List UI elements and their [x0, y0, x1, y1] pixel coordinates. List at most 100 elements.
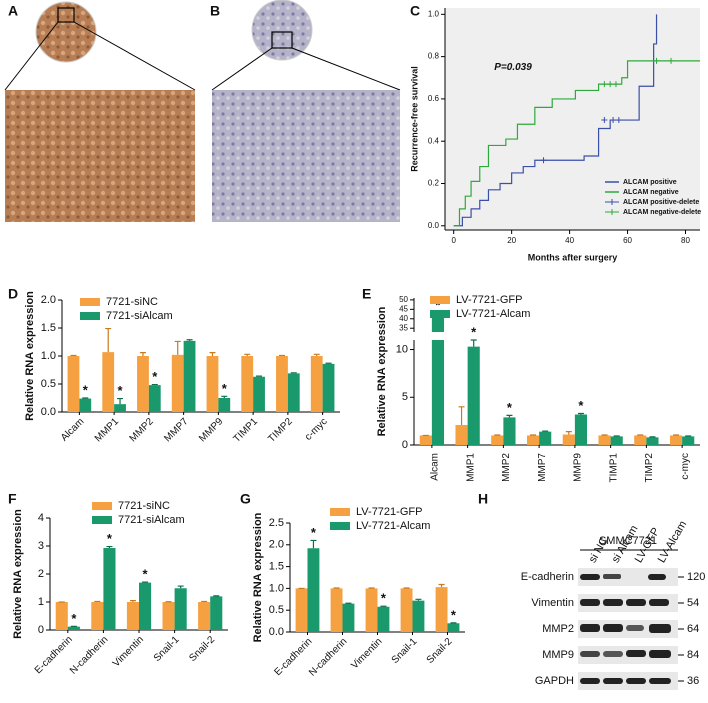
legend-swatch: [605, 209, 619, 215]
y-tick-label: 4: [38, 512, 44, 524]
x-tick-label: c-myc: [303, 416, 330, 443]
x-tick-label: Snail-2: [187, 634, 217, 664]
error-bar: [82, 397, 89, 399]
legend-label: 7721-siNC: [118, 500, 170, 512]
bar: [174, 588, 187, 630]
bar: [435, 587, 448, 632]
bar: [377, 606, 390, 632]
bar: [102, 352, 115, 412]
legend-label: ALCAM negative: [623, 189, 679, 196]
y-tick-label: 5: [402, 391, 408, 403]
bar: [206, 356, 219, 412]
y-axis-label: Recurrence-free survival: [409, 66, 419, 172]
y-axis-label: Relative RNA expression: [252, 512, 264, 642]
y-axis-label: Relative RNA expression: [24, 291, 36, 421]
error-bar: [313, 353, 320, 356]
error-bar: [213, 595, 220, 597]
significance: *: [507, 400, 513, 415]
y-tick-label: 2.5: [269, 517, 284, 529]
error-bar: [139, 352, 146, 356]
micrograph-a: [4, 1, 196, 222]
censor-mark: [610, 117, 617, 124]
annotation: P=0.039: [494, 62, 532, 73]
panel-label: F: [8, 491, 17, 507]
legend-swatch: [80, 312, 100, 320]
error-bar: [506, 414, 513, 418]
legend-swatch: [430, 296, 450, 304]
error-bar: [209, 352, 216, 356]
y-tick-label: 0.0: [41, 406, 56, 418]
panel-label: G: [240, 491, 251, 507]
bar: [307, 548, 320, 632]
bar: [241, 356, 254, 412]
x-tick-label: TIMP1: [232, 416, 261, 445]
error-bar: [577, 412, 584, 415]
legend-swatch: [330, 508, 350, 516]
x-axis-label: Months after surgery: [528, 252, 618, 262]
bar: [91, 602, 104, 630]
panel-label: B: [210, 3, 220, 19]
panel-label: E: [362, 286, 371, 302]
error-bar: [221, 395, 228, 398]
error-bar: [325, 362, 332, 364]
error-bar: [94, 600, 101, 603]
error-bar: [470, 339, 477, 347]
lane-label: LV-Alcam: [656, 519, 690, 565]
legend-swatch: [330, 522, 350, 530]
y-tick-label: 1.0: [428, 9, 440, 18]
y-tick-label: 1.0: [41, 350, 56, 362]
bar: [342, 603, 355, 632]
significance: *: [451, 607, 457, 622]
legend-label: ALCAM negative-delete: [623, 209, 701, 216]
legend-label: LV-7721-Alcam: [456, 308, 530, 320]
size-label: 36: [687, 675, 699, 687]
x-tick-label: TIMP2: [266, 416, 295, 445]
bar: [669, 435, 683, 445]
y-tick-label: 3: [38, 540, 44, 552]
y-tick-label: 35: [399, 323, 408, 332]
y-tick-label: 0: [38, 624, 44, 636]
survival-line: [453, 14, 658, 227]
x-tick-label: Snail-1: [152, 634, 182, 664]
y-axis-label: Relative RNA expression: [12, 509, 24, 639]
bar: [148, 385, 161, 412]
bar: [447, 623, 460, 632]
bar: [322, 363, 335, 412]
y-tick-label: 2.0: [269, 539, 284, 551]
significance: *: [143, 567, 149, 582]
x-tick-label: MMP7: [537, 453, 548, 482]
error-bar: [565, 431, 572, 435]
x-tick-label: MMP2: [128, 416, 157, 445]
x-tick-label: MMP9: [197, 416, 226, 445]
x-tick-label: 40: [565, 236, 574, 245]
y-tick-label: 0.8: [428, 52, 440, 61]
censor-mark: [607, 81, 614, 88]
significance: *: [222, 381, 228, 396]
bar: [276, 356, 288, 412]
y-tick-label: 0: [402, 439, 408, 451]
bar: [455, 424, 468, 445]
error-bar: [201, 600, 208, 603]
significance: *: [118, 383, 124, 398]
panel-label: D: [8, 286, 18, 302]
error-bar: [142, 581, 149, 583]
y-tick-label: 1.5: [41, 322, 56, 334]
x-tick-label: MMP1: [93, 416, 122, 445]
bar: [503, 417, 516, 445]
size-label: 84: [687, 649, 699, 661]
y-tick-label: 45: [399, 304, 408, 313]
error-bar: [105, 327, 112, 353]
protein-label: Vimentin: [531, 597, 574, 609]
bar: [103, 547, 116, 630]
legend-label: LV-7721-Alcam: [356, 520, 430, 532]
panel-label: A: [8, 3, 18, 19]
censor-mark: [612, 81, 619, 88]
y-tick-label: 40: [399, 314, 408, 323]
error-bar: [186, 339, 193, 341]
bar: [126, 602, 139, 630]
significance: *: [471, 324, 477, 339]
x-tick-label: Snail-2: [425, 636, 455, 666]
legend-swatch: [92, 516, 112, 524]
y-tick-label: 0.4: [428, 136, 440, 145]
